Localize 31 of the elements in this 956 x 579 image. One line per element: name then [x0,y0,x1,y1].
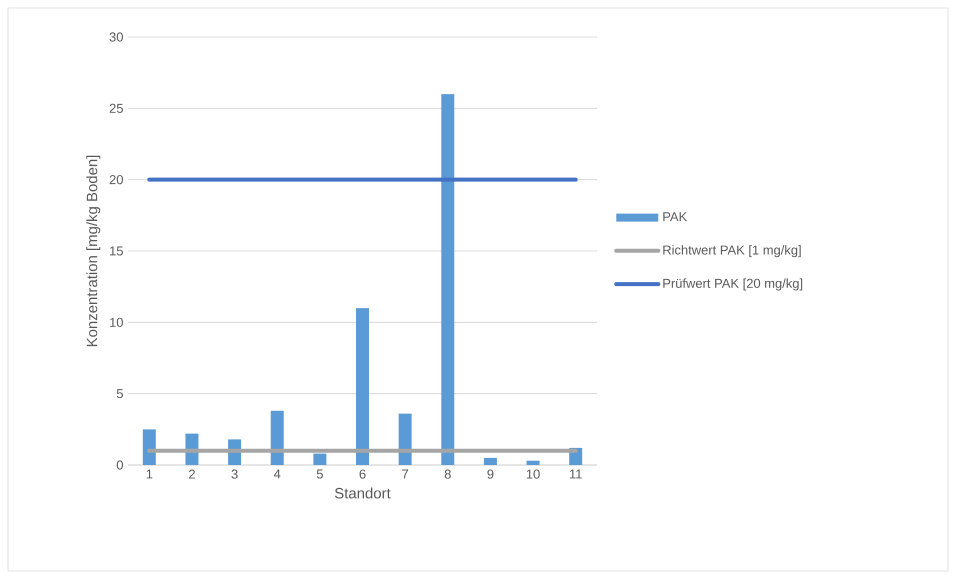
x-tick-label: 9 [487,470,494,479]
bar [484,458,497,465]
y-tick-label: 0 [116,460,123,470]
bar [441,94,454,465]
legend-label: Prüfwert PAK [20 mg/kg] [663,278,802,290]
bar [270,410,284,465]
legend-label: PAK [663,212,688,222]
x-tick-label: 6 [360,470,366,479]
bar [356,308,370,465]
y-tick-label: 10 [110,318,123,327]
x-tick-label: 3 [231,470,238,479]
y-axis-title: Konzentration [mg/kg Boden] [86,156,100,346]
y-tick-label: 20 [110,175,123,184]
y-tick-label: 5 [116,389,123,398]
x-tick-label: 5 [316,470,323,479]
x-tick-label: 4 [274,470,280,478]
x-axis-title: Standort [334,488,391,498]
x-tick-label: 1 [146,470,152,478]
x-tick-label: 11 [570,470,582,478]
bar [142,429,156,465]
legend-label: Richtwert PAK [1 mg/kg] [663,245,801,258]
y-tick-label: 15 [110,246,123,256]
bar [313,454,326,465]
x-tick-label: 8 [444,470,451,479]
x-tick-label: 10 [526,470,540,479]
y-tick-label: 30 [110,32,123,42]
x-tick-label: 2 [189,470,195,479]
bar [398,414,412,465]
bar [526,460,540,465]
y-tick-label: 25 [110,104,123,113]
x-tick-label: 7 [402,470,408,478]
